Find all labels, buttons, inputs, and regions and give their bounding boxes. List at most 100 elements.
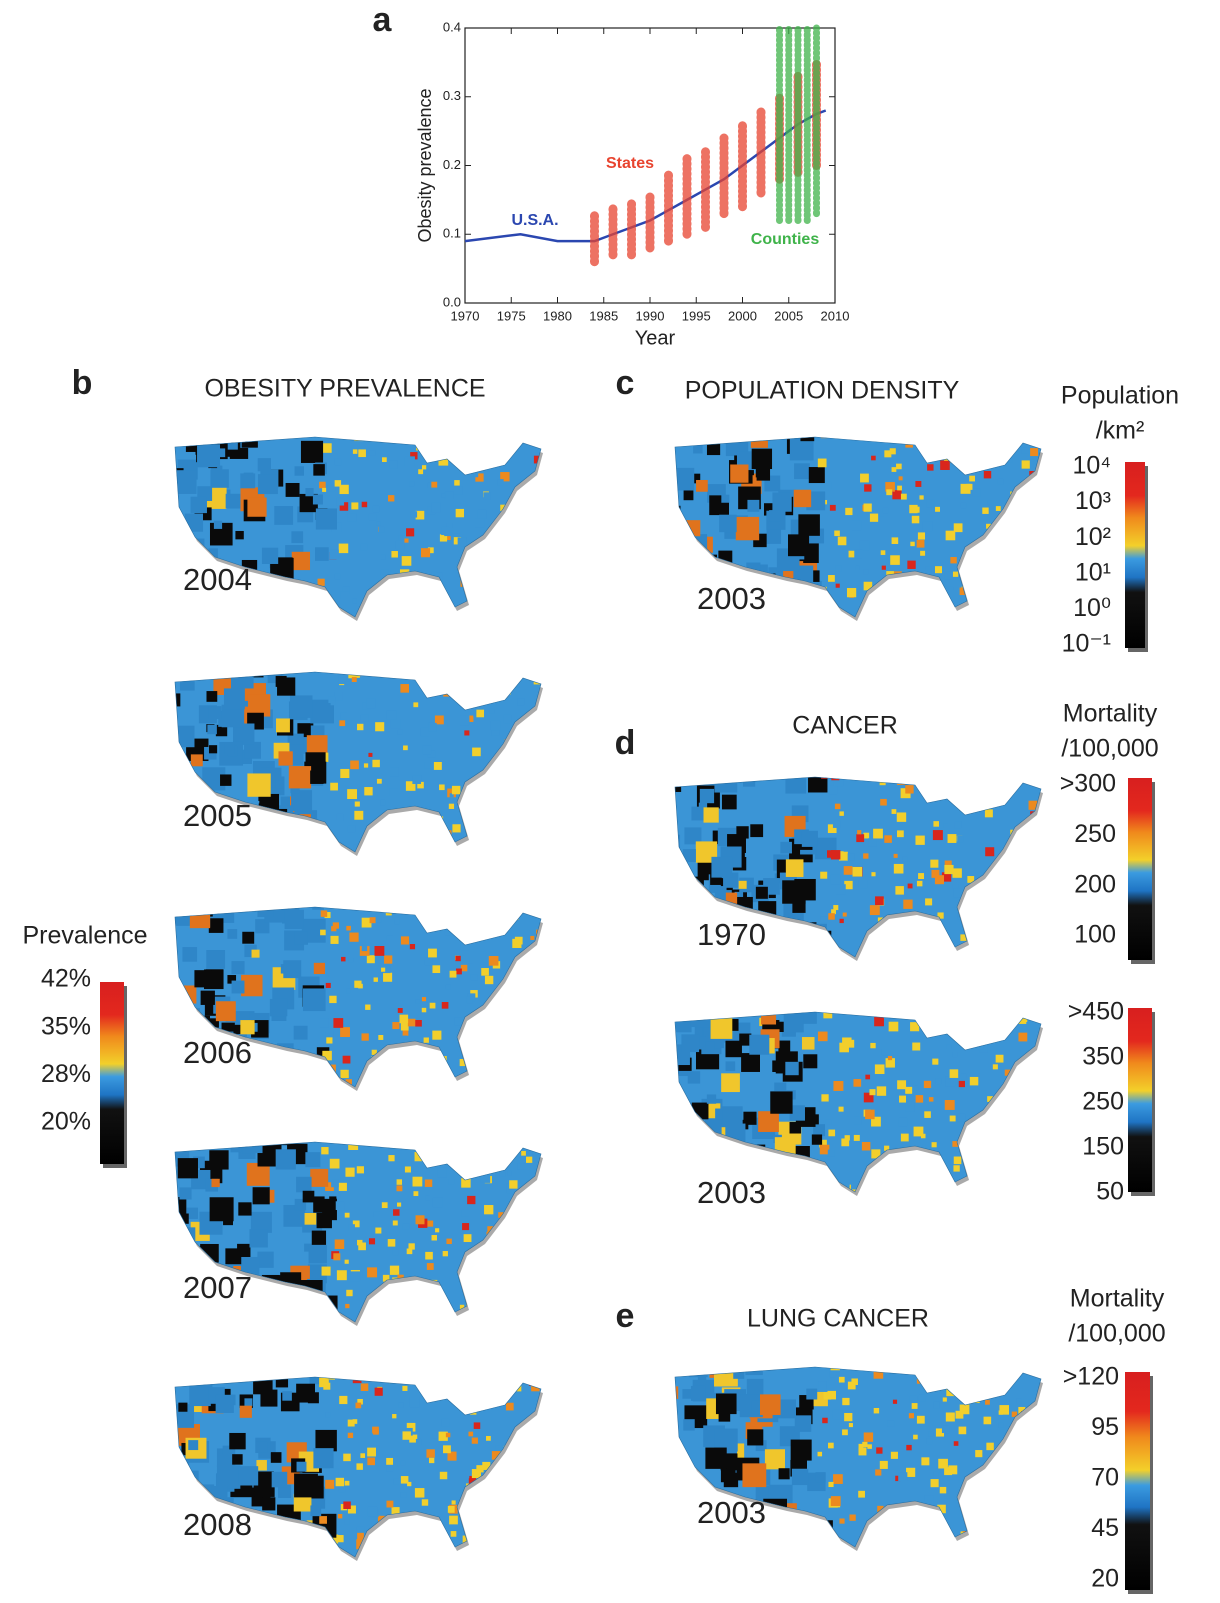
map-cell bbox=[1042, 1468, 1050, 1476]
map-cell bbox=[526, 974, 534, 981]
map-cell bbox=[340, 896, 346, 902]
map-cell bbox=[257, 907, 274, 917]
map-cell bbox=[466, 698, 474, 706]
map-cell bbox=[338, 1486, 346, 1493]
map-cell bbox=[884, 835, 892, 843]
map-cell bbox=[767, 1367, 781, 1369]
map-cell bbox=[515, 1501, 523, 1509]
map bbox=[174, 671, 543, 865]
map-cell bbox=[239, 1405, 252, 1418]
map-cell bbox=[301, 620, 324, 643]
map-cell bbox=[198, 1553, 217, 1557]
map-cell bbox=[435, 1228, 440, 1233]
map-cell bbox=[703, 807, 719, 823]
colorbar-label: 250 bbox=[1082, 1088, 1124, 1116]
map-cell bbox=[864, 484, 872, 492]
map-cell bbox=[315, 1429, 337, 1452]
x-tick-label: 2005 bbox=[774, 308, 803, 323]
map-cell bbox=[524, 572, 532, 581]
map-cell bbox=[866, 429, 873, 436]
map-cell bbox=[190, 496, 207, 514]
map-cell bbox=[978, 569, 984, 576]
map-cell bbox=[706, 1094, 717, 1104]
map-cell bbox=[833, 1474, 843, 1484]
map-cell bbox=[1005, 792, 1015, 802]
map-cell bbox=[521, 1278, 531, 1288]
map-cell bbox=[745, 1367, 763, 1376]
map-cell bbox=[690, 473, 701, 484]
map-cell bbox=[793, 1533, 808, 1547]
map-cell bbox=[986, 523, 991, 529]
map-cell bbox=[238, 1202, 252, 1216]
map-cell bbox=[897, 830, 904, 838]
map-cell bbox=[536, 792, 541, 800]
map-cell bbox=[933, 1517, 940, 1524]
map-cell bbox=[394, 614, 400, 617]
map-cell bbox=[900, 1133, 909, 1142]
map-cell bbox=[940, 460, 950, 470]
map-cell bbox=[250, 1211, 272, 1233]
map-cell bbox=[366, 698, 376, 709]
map-cell bbox=[853, 1079, 862, 1087]
map-cell bbox=[690, 1012, 711, 1028]
map-cell bbox=[230, 1070, 242, 1082]
x-tick-label: 1975 bbox=[497, 308, 526, 323]
map-cell bbox=[404, 456, 415, 467]
map-cell bbox=[829, 1359, 837, 1367]
map-cell bbox=[300, 836, 310, 847]
map-cell bbox=[278, 751, 293, 766]
map-cell bbox=[329, 1554, 338, 1557]
map-cell bbox=[952, 1052, 958, 1058]
map-cell bbox=[392, 1022, 400, 1030]
map-cell bbox=[893, 1165, 902, 1173]
map-cell bbox=[374, 1387, 383, 1396]
map-cell bbox=[764, 1449, 786, 1470]
map-cell bbox=[233, 723, 255, 745]
map-cell bbox=[252, 592, 277, 617]
map-cell bbox=[991, 616, 1000, 617]
map-cell bbox=[817, 458, 827, 468]
map-cell bbox=[415, 1215, 425, 1225]
map-cell bbox=[1006, 584, 1012, 590]
panel-letter: a bbox=[373, 1, 393, 39]
map-cell bbox=[686, 619, 709, 642]
map-cell bbox=[473, 472, 479, 478]
map-cell bbox=[242, 1142, 263, 1154]
map-cell bbox=[410, 511, 418, 518]
map-cell bbox=[845, 507, 853, 516]
colorbar-label: 10⁴ bbox=[1072, 452, 1111, 480]
map-cell bbox=[363, 763, 369, 768]
map-cell bbox=[828, 1481, 834, 1488]
map-cell bbox=[374, 945, 385, 956]
map-cell bbox=[310, 1168, 329, 1187]
map-cell bbox=[462, 1223, 470, 1231]
map-cell bbox=[725, 1549, 734, 1558]
map-cell bbox=[781, 1540, 806, 1547]
map-cell bbox=[797, 599, 821, 617]
map-cell bbox=[365, 1004, 371, 1010]
map-cell bbox=[389, 1265, 400, 1275]
map-cell bbox=[358, 1556, 366, 1557]
map-cell bbox=[342, 586, 350, 594]
map-cell bbox=[947, 834, 957, 843]
map-cell bbox=[705, 1447, 727, 1469]
map-cell bbox=[175, 1517, 184, 1532]
map-cell bbox=[429, 910, 434, 916]
map-cell bbox=[1029, 535, 1036, 542]
map-cell bbox=[176, 1486, 198, 1509]
map-cell bbox=[410, 452, 418, 460]
map-cell bbox=[175, 1563, 193, 1581]
map-cell bbox=[675, 818, 677, 828]
map-cell bbox=[711, 856, 733, 878]
map-cell bbox=[308, 1245, 327, 1264]
map-cell bbox=[334, 573, 341, 580]
map-cell bbox=[1018, 1483, 1027, 1491]
map-cell bbox=[1040, 1085, 1041, 1090]
map-cell bbox=[381, 856, 390, 865]
map-cell bbox=[697, 1549, 719, 1571]
map-cell bbox=[331, 926, 337, 932]
map-year: 2003 bbox=[697, 1495, 766, 1530]
map-cell bbox=[372, 505, 380, 513]
map-cell bbox=[958, 1027, 966, 1036]
map-cell bbox=[857, 963, 865, 971]
